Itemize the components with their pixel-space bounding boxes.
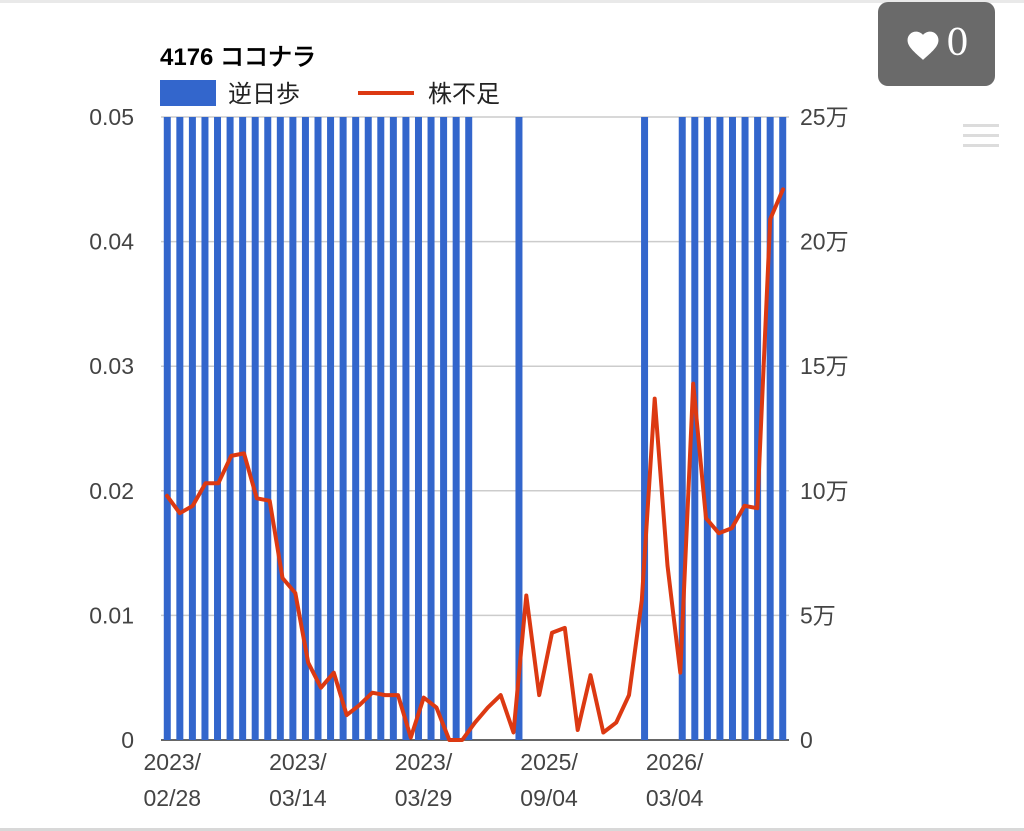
right-axis-tick-label: 20万 [800, 229, 849, 255]
bar [339, 117, 347, 740]
bar [239, 117, 247, 740]
x-axis-tick-label: 03/29 [395, 785, 453, 811]
bar [352, 117, 360, 740]
left-axis-tick-label: 0.02 [89, 478, 134, 504]
bar [716, 117, 724, 740]
bar [251, 117, 259, 740]
legend-swatch-bar [160, 80, 216, 106]
x-axis-tick-label: 03/14 [269, 785, 327, 811]
left-axis-tick-label: 0.01 [89, 602, 134, 628]
left-axis-tick-label: 0.04 [89, 229, 134, 255]
x-axis-tick-label: 2023/ [143, 749, 201, 775]
bar [427, 117, 435, 740]
bar-series [163, 117, 787, 740]
bar [176, 117, 184, 740]
bar [314, 117, 322, 740]
legend-label-line: 株不足 [428, 81, 500, 108]
x-axis-tick-label: 2023/ [395, 749, 453, 775]
bar [201, 117, 209, 740]
like-button[interactable]: 0 [878, 2, 995, 86]
bar [741, 117, 749, 740]
hamburger-menu-icon[interactable] [963, 124, 999, 150]
axes: 0.05 0.04 0.03 0.02 0.01 0 25万 20万 15万 10万 5万 0 2023… [89, 104, 848, 811]
right-axis-tick-label: 25万 [800, 104, 849, 130]
bar [188, 117, 196, 740]
bar [214, 117, 222, 740]
bar [389, 117, 397, 740]
bar [465, 117, 473, 740]
like-count: 0 [946, 23, 969, 64]
line-series [165, 187, 785, 742]
bar [754, 117, 762, 740]
legend: 逆日歩 株不足 [160, 80, 500, 108]
bar [377, 117, 385, 740]
bar [264, 117, 272, 740]
bar [276, 117, 284, 740]
right-axis-tick-label: 5万 [800, 602, 836, 628]
bar [440, 117, 448, 740]
right-axis-tick-label: 10万 [800, 478, 849, 504]
bar [779, 117, 787, 740]
bar [301, 117, 309, 740]
chart-title: 4176 ココナラ [160, 44, 316, 71]
bar [515, 117, 523, 740]
x-axis-tick-label: 2026/ [646, 749, 704, 775]
bar [364, 117, 372, 740]
bar [327, 117, 335, 740]
x-axis-tick-label: 03/04 [646, 785, 704, 811]
bar [414, 117, 422, 740]
bar [766, 117, 774, 740]
bar [289, 117, 297, 740]
bar [452, 117, 460, 740]
x-axis-tick-label: 09/04 [520, 785, 578, 811]
heart-icon [907, 31, 939, 60]
right-axis-tick-label: 15万 [800, 353, 849, 379]
bar [641, 117, 649, 740]
left-axis-tick-label: 0.05 [89, 104, 134, 130]
x-axis-tick-label: 2023/ [269, 749, 327, 775]
bar [691, 117, 699, 740]
bar [226, 117, 234, 740]
bar [728, 117, 736, 740]
right-axis-tick-label: 0 [800, 727, 813, 753]
bar [678, 117, 686, 740]
series-line-kabu-fusoku [165, 187, 785, 742]
top-border [0, 0, 1024, 3]
x-axis-tick-label: 2025/ [520, 749, 578, 775]
bottom-border [0, 828, 1024, 831]
bar [703, 117, 711, 740]
bar [402, 117, 410, 740]
left-axis-tick-label: 0 [121, 727, 134, 753]
x-axis-tick-label: 02/28 [143, 785, 201, 811]
bar [163, 117, 171, 740]
legend-label-bar: 逆日歩 [228, 81, 300, 108]
left-axis-tick-label: 0.03 [89, 353, 134, 379]
